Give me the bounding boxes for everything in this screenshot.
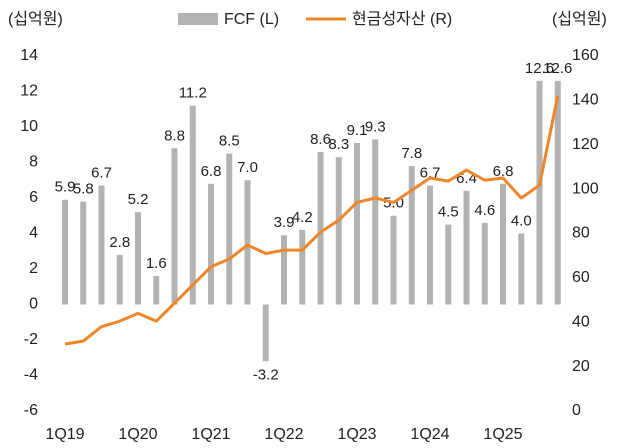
y-tick-label: -4 <box>24 367 38 384</box>
data-label: 4.5 <box>438 204 459 221</box>
x-tick-label: 1Q19 <box>45 426 84 443</box>
data-label: 5.9 <box>55 179 76 196</box>
legend-label: FCF (L) <box>224 11 279 28</box>
data-label: 8.5 <box>219 133 240 150</box>
y2-tick-label: 160 <box>572 47 599 64</box>
x-tick-label: 1Q21 <box>191 426 230 443</box>
x-tick-label: 1Q22 <box>264 426 303 443</box>
y2-tick-label: 140 <box>572 92 599 109</box>
bar <box>226 153 233 305</box>
data-label: 6.8 <box>201 163 222 180</box>
data-label: 11.2 <box>179 85 207 102</box>
y2-tick-label: 100 <box>572 180 599 197</box>
bar <box>281 235 287 305</box>
bar <box>317 151 324 305</box>
data-label: -3.2 <box>253 366 279 383</box>
y-unit: (십억원) <box>8 10 63 28</box>
x-tick-label: 1Q24 <box>410 426 449 443</box>
bar <box>445 224 452 305</box>
line <box>64 95 560 346</box>
bar <box>354 142 360 305</box>
y2-tick-label: 20 <box>572 358 590 375</box>
y2-tick-label: 120 <box>572 136 599 153</box>
data-label: 8.8 <box>164 127 185 144</box>
bar <box>171 148 178 305</box>
bar <box>189 105 196 305</box>
y2-tick-label: 0 <box>572 402 581 419</box>
data-label: 3.9 <box>274 214 295 231</box>
data-label: 5.2 <box>128 191 149 208</box>
x-tick-label: 1Q20 <box>118 426 157 443</box>
bar <box>536 80 543 305</box>
data-label: 4.2 <box>292 209 313 226</box>
bar <box>408 166 415 305</box>
bar <box>135 212 141 305</box>
data-label: 8.3 <box>328 136 349 153</box>
bar <box>262 304 269 362</box>
data-label: 6.7 <box>420 165 441 182</box>
data-label: 4.0 <box>511 212 532 229</box>
y2-tick-label: 80 <box>572 225 590 242</box>
data-label: 9.1 <box>347 122 368 139</box>
bar <box>554 80 561 305</box>
bar <box>427 185 433 305</box>
data-label: 1.6 <box>146 255 167 272</box>
bar <box>244 180 251 305</box>
bar <box>481 222 488 305</box>
bar <box>463 190 470 305</box>
bar <box>116 254 123 305</box>
x-tick-label: 1Q23 <box>337 426 376 443</box>
data-label: 2.8 <box>109 234 130 251</box>
data-label: 12.6 <box>543 60 572 77</box>
bar <box>80 201 87 305</box>
y-tick-label: 14 <box>20 47 38 64</box>
legend-label: 현금성자산 (R) <box>352 10 452 28</box>
bar <box>500 183 506 305</box>
y2-unit: (십억원) <box>552 10 607 28</box>
bar <box>335 157 342 305</box>
y2-tick-label: 40 <box>572 313 590 330</box>
y-tick-label: 10 <box>20 118 38 135</box>
data-label: 6.7 <box>91 165 112 182</box>
data-label: 7.0 <box>237 159 258 176</box>
legend-swatch-bar <box>178 13 218 25</box>
y-tick-label: 8 <box>29 154 38 171</box>
data-label: 6.8 <box>493 163 514 180</box>
data-label: 4.6 <box>474 202 495 219</box>
bar <box>153 276 160 305</box>
data-label: 7.8 <box>401 145 422 162</box>
data-label: 9.3 <box>365 118 386 135</box>
bar <box>390 215 397 305</box>
y-tick-label: 2 <box>29 260 38 277</box>
y2-tick-label: 60 <box>572 269 590 286</box>
data-label: 12.6 <box>525 60 554 77</box>
bar <box>62 199 68 305</box>
bar <box>98 185 105 305</box>
bar <box>372 139 379 305</box>
y-tick-label: 4 <box>29 225 38 242</box>
bar <box>299 229 306 305</box>
data-label: 8.6 <box>310 131 331 148</box>
x-tick-label: 1Q25 <box>483 426 522 443</box>
y-tick-label: 6 <box>29 189 38 206</box>
bar <box>518 233 525 305</box>
bar <box>208 183 214 305</box>
y-tick-label: -2 <box>24 331 38 348</box>
y-tick-label: -6 <box>24 402 38 419</box>
y-tick-label: 0 <box>29 296 38 313</box>
data-label: 5.8 <box>73 181 94 198</box>
y-tick-label: 12 <box>20 83 38 100</box>
